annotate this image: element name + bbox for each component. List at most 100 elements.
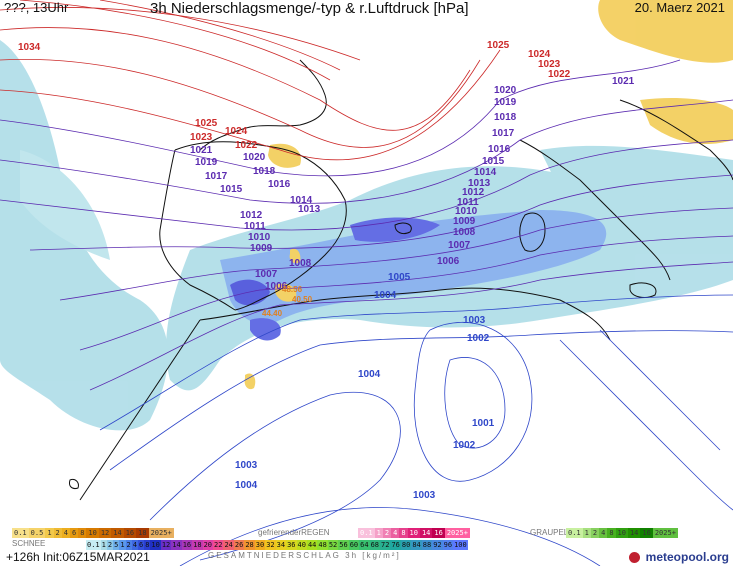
snow-legend: 0.1 0.5 1 2 4 6 8 10 12 14 16 18 2025+: [12, 528, 174, 538]
snow-legend-cell: 1: [45, 528, 54, 538]
total-precip-legend-cell: 18: [192, 540, 203, 550]
isobar-1007: [99, 294, 733, 431]
isobar-1009: [89, 261, 733, 391]
isobar-1011: [79, 235, 733, 351]
total-precip-legend-cell: 48: [317, 540, 328, 550]
label-1021-a: 1021: [612, 76, 635, 87]
label-1023-a: 1023: [538, 59, 561, 70]
total-precip-legend-cell: 12: [160, 540, 172, 550]
total-precip-legend-cell: 96: [442, 540, 454, 550]
label-1003-b: 1003: [413, 490, 436, 501]
total-precip-legend-cell: 1: [119, 540, 126, 550]
total-precip-legend-cell: 8: [144, 540, 151, 550]
isobar-1021: [0, 59, 681, 177]
isobar-1004-ring: [149, 391, 401, 561]
label-1020-a: 1020: [494, 85, 517, 96]
header-left: ???, 13Uhr: [4, 0, 69, 15]
label-1012-a: 1012: [462, 187, 485, 198]
total-precip-legend-cell: 2: [106, 540, 114, 550]
precip-heavy-core: [230, 279, 270, 306]
graupel-legend-cell: 14: [627, 528, 641, 538]
label-1019-a: 1019: [494, 97, 517, 108]
label-1012-b: 1012: [240, 210, 263, 221]
graupel-legend-cell: 1: [582, 528, 591, 538]
graupel-label: GRAUPEL: [530, 528, 569, 537]
coast-iberia-north: [174, 141, 301, 156]
snow-central-spain: [289, 248, 301, 264]
label-1008-a: 1008: [453, 227, 476, 238]
total-precip-legend-cell: 40: [296, 540, 307, 550]
precip-heavy-core-3: [250, 318, 281, 341]
total-precip-legend-cell: 10: [150, 540, 161, 550]
label-1022-a: 1022: [548, 69, 571, 80]
total-precip-legend-cell: 5: [113, 540, 120, 550]
total-precip-legend-cell: 32: [265, 540, 276, 550]
label-1011-a: 1011: [457, 197, 479, 208]
total-precip-legend-cell: 84: [411, 540, 422, 550]
total-precip-legend: 0.1 1 2 5 1 2 4 6 8 10 12 14 16 18 20 22 24 26 28 30 32 34 36 4…: [86, 540, 468, 550]
isobar-1002-ring: [444, 357, 506, 449]
label-1022-b: 1022: [235, 140, 258, 151]
isobar-blue-south: [179, 507, 601, 566]
label-1006-a: 1006: [437, 256, 460, 267]
brand-mark-icon: [629, 552, 641, 564]
snow-legend-cell: 0.5: [28, 528, 46, 538]
label-1011-b: 1011: [244, 221, 266, 232]
graupel-legend-cell: 2025+: [652, 528, 678, 538]
precip-mid-band: [220, 210, 607, 324]
total-precip-legend-cell: 26: [233, 540, 245, 550]
label-1020-b: 1020: [243, 152, 266, 163]
label-1025-b: 1025: [195, 118, 218, 129]
total-precip-legend-cell: 100: [453, 540, 468, 550]
total-precip-label: GESAMTNIEDERSCHLAG 3h [kg/m²]: [208, 551, 401, 560]
label-1015-b: 1015: [220, 184, 243, 195]
snow-balkans: [640, 98, 733, 145]
label-1002-b: 1002: [453, 440, 476, 451]
snow-atlas: [244, 373, 256, 390]
total-precip-legend-cell: 4: [131, 540, 138, 550]
graupel-legend-cell: 0.1: [566, 528, 583, 538]
snow-legend-cell: 0.1: [12, 528, 29, 538]
isobar-red-5: [19, 0, 331, 81]
label-1021-b: 1021: [190, 145, 213, 156]
graupel-legend-cell: 16: [640, 528, 653, 538]
snow-legend-cell: 8: [78, 528, 87, 538]
label-1034: 1034: [18, 42, 41, 53]
low-isobars: [99, 294, 733, 566]
total-precip-legend-cell: 52: [327, 540, 339, 550]
label-1014-b: 1014: [290, 195, 313, 206]
graupel-legend-cell: 8: [607, 528, 616, 538]
label-1009-b: 1009: [250, 243, 273, 254]
freezing-rain-legend-cell: 1: [374, 528, 383, 538]
label-1008-b: 1008: [289, 258, 312, 269]
total-precip-legend-cell: 30: [254, 540, 266, 550]
label-precip-max-1: 48.56: [282, 285, 303, 294]
brand-logo[interactable]: meteopool.org: [629, 550, 729, 564]
total-precip-legend-cell: 6: [137, 540, 145, 550]
pressure-labels: 1034 1025 1024 1023 1022 1025 1024 1023 …: [18, 40, 635, 501]
label-precip-max-3: 44.40: [262, 309, 283, 318]
total-precip-legend-cell: 64: [359, 540, 370, 550]
total-precip-legend-cell: 22: [213, 540, 224, 550]
graupel-legend-cell: 10: [615, 528, 628, 538]
label-1001: 1001: [472, 418, 495, 429]
header-title: 3h Niederschlagsmenge/-typ & r.Luftdruck…: [150, 0, 469, 17]
snow-alps: [598, 0, 733, 63]
freezing-rain-legend-cell: 2: [382, 528, 392, 538]
coast-france-uk: [199, 59, 327, 151]
snow-spain-north: [268, 143, 301, 168]
total-precip-legend-cell: 1: [100, 540, 107, 550]
label-1003-c: 1003: [235, 460, 258, 471]
precip-north-italy: [540, 145, 733, 202]
total-precip-legend-cell: 76: [390, 540, 401, 550]
isobar-1024: [0, 59, 481, 148]
label-1002-a: 1002: [467, 333, 490, 344]
label-1004-a: 1004: [374, 290, 397, 301]
isobar-1023: [0, 49, 501, 161]
label-1003-a: 1003: [463, 315, 486, 326]
isobar-blue-east-2: [599, 329, 721, 451]
isobar-1017: [0, 139, 733, 231]
label-1006-b: 1006: [265, 281, 288, 292]
freezing-rain-legend-cell: 4: [391, 528, 400, 538]
